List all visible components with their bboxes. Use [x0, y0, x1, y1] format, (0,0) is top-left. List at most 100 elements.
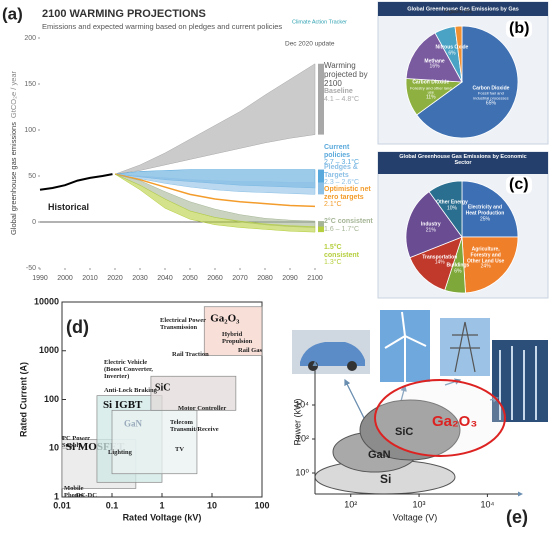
x-tick-label: 100 — [254, 500, 269, 510]
slice-label: Agriculture, Forestry and Other Land Use… — [465, 246, 507, 271]
application-label: Electric Vehicle (Boost Converter, Inver… — [104, 359, 153, 380]
y-tick-label: -50 — [26, 265, 36, 272]
material-ellipses — [314, 379, 506, 495]
region-label: GaN — [124, 418, 143, 428]
material-label: SiC — [395, 426, 413, 438]
slice-label: Other Energy 10% — [431, 200, 473, 212]
y-tick-label: 10 — [49, 443, 59, 453]
x-tick-label: 10⁴ — [480, 499, 494, 509]
scenario-name: 1.5°C consistent — [324, 244, 360, 259]
slice-value: 16% — [429, 63, 440, 70]
material-label: Si — [380, 472, 391, 486]
pie-slice — [405, 191, 463, 259]
y-tick-label: 200 — [24, 35, 36, 42]
x-tick-label: 10³ — [413, 499, 426, 509]
region-label: SiC — [155, 383, 171, 394]
scenario-range: 2.3 – 2.6°C — [324, 179, 360, 187]
panel-label: (a) — [2, 4, 23, 23]
range-bar-2100 — [318, 182, 324, 195]
slice-value: 11% — [425, 94, 436, 101]
slice-name: Methane — [424, 57, 445, 64]
y-tick-label: 10⁴ — [295, 399, 309, 409]
slice-label: Methane 16% — [414, 57, 456, 71]
y-axis-title: Global greenhouse gas emissions — [9, 122, 18, 235]
pie-slice — [416, 25, 519, 139]
x-axis-label: Voltage (V) — [393, 512, 438, 522]
slice-name: Buildings — [446, 262, 470, 269]
application-label: Anti-Lock Braking — [104, 387, 157, 394]
range-bar-2100 — [318, 63, 324, 135]
range-bar-2100 — [318, 226, 324, 233]
slice-name: Electricity and Heat Production — [465, 204, 505, 217]
y-tick-label: 1 — [54, 491, 59, 501]
region-label: Ga₂O₃ — [210, 312, 240, 324]
slice-label: Electricity and Heat Production 25% — [464, 205, 506, 222]
material-label: GaN — [368, 449, 391, 461]
range-bar-2100 — [318, 221, 324, 228]
slice-value: 25% — [479, 215, 490, 222]
x-tick-label: 2010 — [82, 275, 98, 282]
x-tick-label: 2060 — [207, 275, 223, 282]
x-tick-label: 2100 — [307, 275, 323, 282]
slice-label: Nitrous Oxide 6% — [431, 45, 473, 57]
x-tick-label: 2030 — [132, 275, 148, 282]
scenario-band — [114, 173, 316, 195]
x-tick-label: 2020 — [107, 275, 123, 282]
y-tick-label: 10000 — [34, 296, 59, 306]
scenario-name: Optimistic net zero targets — [324, 186, 371, 201]
scenario-name: Baseline — [324, 88, 353, 95]
device-region — [111, 409, 198, 475]
logo-text: Climate Action Tracker — [292, 19, 347, 25]
y-tick-label: 100 — [44, 394, 59, 404]
slice-label: Buildings 6% — [437, 263, 479, 275]
x-tick-label: 0.01 — [53, 500, 71, 510]
application-label: Electrical Power Transmission — [160, 317, 206, 331]
panel-label: (c) — [506, 176, 532, 194]
scenario-name: 2°C consistent — [324, 218, 373, 225]
y-axis-unit: GtCO₂e / year — [9, 70, 18, 118]
device-region — [203, 306, 263, 356]
slice-label: Carbon Dioxide Fossil fuel and industrial… — [470, 86, 512, 107]
scenario-range: 2.7 – 3.1°C — [324, 159, 360, 167]
slice-value: 6% — [448, 50, 456, 57]
pie-title: Global Greenhouse Gas Emissions by Econo… — [399, 154, 527, 167]
slice-value: 24% — [480, 263, 491, 270]
y-axis-label: Power (kW) — [292, 398, 302, 445]
slice-name: Carbon Dioxide — [472, 85, 510, 92]
slice-note: Fossil fuel and industrial processes — [473, 91, 509, 101]
pie-slice — [461, 236, 519, 294]
slice-name: Carbon Dioxide — [412, 79, 450, 86]
x-tick-label: 1 — [159, 500, 164, 510]
slice-value: 21% — [425, 226, 436, 233]
pie-slice — [454, 25, 463, 83]
panel-label: (b) — [506, 20, 533, 38]
application-label: DC-DC — [76, 492, 97, 499]
pie-slice — [461, 180, 519, 238]
y-axis-label: Global greenhouse gas emissions GtCO₂e / … — [9, 70, 18, 235]
historical-label: Historical — [48, 202, 89, 212]
y-tick-label: 10⁰ — [295, 467, 309, 477]
x-tick-label: 2070 — [232, 275, 248, 282]
x-tick-label: 2090 — [282, 275, 298, 282]
range-bar-2100 — [318, 169, 324, 188]
scenario-name: Current policies — [324, 144, 351, 159]
panel-b-header — [378, 2, 548, 16]
slice-label: Industry 21% — [410, 221, 452, 234]
slice-name: Agriculture, Forestry and Other Land Use — [467, 246, 505, 265]
scenario-band — [114, 63, 316, 175]
substation-picture — [492, 340, 548, 422]
chart-subtitle: Emissions and expected warming based on … — [42, 22, 282, 31]
slice-note: Forestry and other land use — [410, 85, 452, 96]
application-label: Hybrid Propulsion — [222, 331, 253, 345]
ev-picture — [292, 330, 370, 374]
application-label: PC Power Supply — [62, 435, 90, 449]
slice-value: 14% — [434, 259, 445, 266]
scenario-band — [114, 173, 316, 233]
slice-value: 2% — [464, 9, 472, 16]
slice-name: Nitrous Oxide — [435, 44, 469, 51]
application-label: Telecom Transmit/Receive — [170, 419, 219, 433]
device-region — [150, 375, 237, 411]
x-tick-label: 10² — [344, 499, 357, 509]
region-label: Si IGBT — [103, 399, 143, 411]
